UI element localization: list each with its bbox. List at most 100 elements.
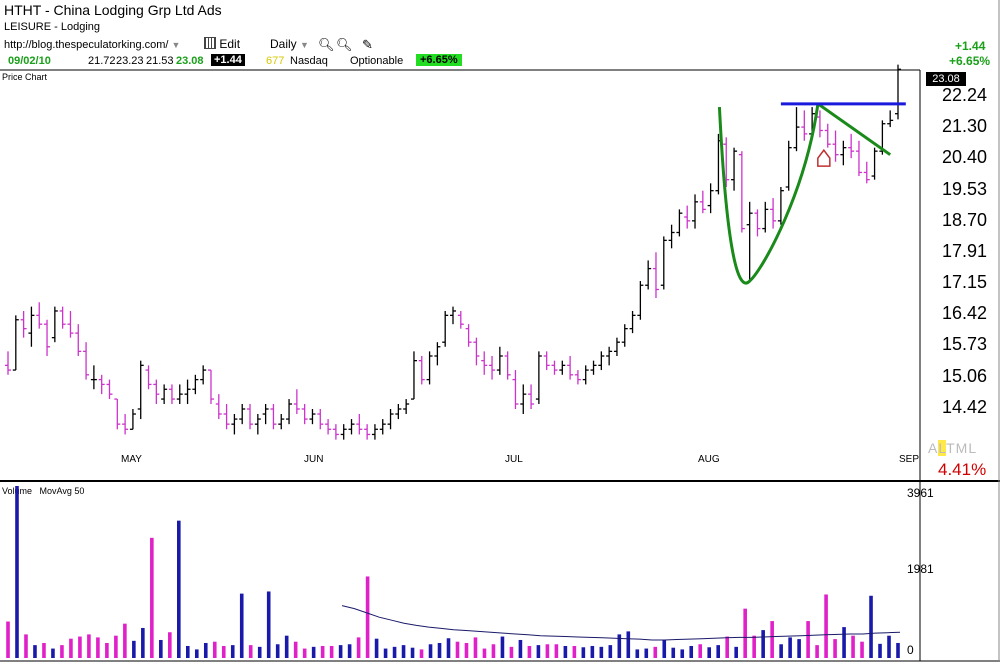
volume-bar bbox=[410, 647, 415, 658]
price-bar bbox=[535, 351, 542, 405]
price-bar bbox=[379, 419, 386, 435]
volume-bar bbox=[680, 649, 685, 658]
volume-bar bbox=[194, 649, 199, 658]
quote-change: +1.44 bbox=[211, 54, 245, 66]
price-bar bbox=[254, 414, 261, 435]
price-tick-label: 14.42 bbox=[942, 397, 988, 417]
price-bar bbox=[247, 404, 254, 430]
volume-bar bbox=[87, 634, 91, 658]
price-bar bbox=[551, 360, 558, 375]
right-change: +1.44 bbox=[955, 39, 986, 53]
volume-bar bbox=[356, 637, 361, 658]
volume-bar bbox=[707, 647, 712, 658]
volume-bar bbox=[437, 642, 442, 658]
price-bar bbox=[90, 365, 97, 390]
volume-bar bbox=[329, 645, 334, 658]
volume-bar bbox=[69, 638, 73, 658]
movavg-legend-item: MovAvg 50 bbox=[39, 486, 85, 496]
volume-bar bbox=[824, 594, 828, 658]
price-bar bbox=[67, 310, 74, 338]
zoom-out-icon: 🔍︎ bbox=[336, 37, 353, 52]
period-select[interactable]: Daily ▼ bbox=[270, 37, 309, 51]
price-bar bbox=[36, 302, 43, 329]
volume-bar bbox=[608, 645, 613, 658]
blog-url-text[interactable]: http://blog.thespeculatorking.com/ bbox=[4, 39, 169, 51]
volume-bar bbox=[815, 645, 819, 658]
price-bar bbox=[262, 404, 269, 425]
quote-low: 21.53 bbox=[146, 55, 174, 67]
volume-bar bbox=[320, 645, 325, 658]
volume-bar bbox=[545, 644, 550, 658]
price-bar bbox=[301, 404, 308, 425]
price-bar bbox=[489, 355, 496, 380]
volume-bar bbox=[293, 641, 298, 658]
draw-tool-button[interactable]: ✎ bbox=[362, 37, 373, 53]
volume-bar bbox=[617, 634, 622, 658]
date-tick-label: MAY bbox=[121, 454, 142, 465]
price-bar bbox=[512, 370, 519, 409]
volume-bar bbox=[141, 627, 145, 658]
volume-bar bbox=[734, 646, 738, 658]
price-bar bbox=[83, 342, 90, 380]
price-bar bbox=[364, 424, 371, 440]
date-tick-label: SEP bbox=[899, 454, 920, 465]
url-dropdown-icon[interactable]: ▼ bbox=[171, 40, 181, 50]
quote-exchange: Nasdaq bbox=[290, 55, 328, 67]
zoom-out-button[interactable]: 🔍︎ bbox=[336, 37, 353, 53]
quote-change-pct: +6.65% bbox=[416, 54, 462, 66]
price-bar bbox=[270, 404, 277, 430]
volume-bar bbox=[770, 621, 774, 658]
quote-date: 09/02/10 bbox=[8, 55, 51, 67]
price-bar bbox=[192, 374, 199, 395]
volume-bar bbox=[563, 645, 568, 658]
volume-bar bbox=[24, 634, 28, 658]
volume-bar bbox=[302, 648, 307, 658]
pencil-icon: ✎ bbox=[362, 37, 373, 52]
price-bar bbox=[746, 201, 753, 282]
price-bar bbox=[465, 324, 472, 347]
volume-bar bbox=[419, 649, 424, 658]
volume-bar bbox=[401, 645, 406, 658]
volume-bar bbox=[500, 636, 505, 658]
volume-bar bbox=[887, 635, 891, 658]
price-bar bbox=[239, 404, 246, 425]
volume-bar bbox=[114, 635, 118, 658]
volume-bar bbox=[51, 648, 55, 658]
volume-bar bbox=[590, 645, 595, 658]
volume-bar bbox=[383, 648, 388, 658]
price-bar bbox=[200, 365, 207, 385]
price-bar bbox=[637, 281, 644, 320]
price-bar bbox=[293, 389, 300, 415]
zoom-in-button[interactable]: 🔍︎ bbox=[318, 37, 335, 53]
price-bar bbox=[559, 360, 566, 375]
price-tick-label: 19.53 bbox=[942, 178, 988, 199]
volume-bar bbox=[878, 643, 882, 658]
price-bar bbox=[731, 147, 738, 191]
altml-m: M bbox=[955, 440, 969, 456]
volume-bar bbox=[554, 644, 559, 658]
price-bar bbox=[598, 351, 605, 371]
price-bar bbox=[606, 346, 613, 366]
price-bar bbox=[75, 324, 82, 356]
price-bar bbox=[707, 183, 714, 214]
price-bar bbox=[473, 337, 480, 366]
volume-bar bbox=[518, 639, 523, 658]
price-tick-label: 18.70 bbox=[942, 209, 988, 230]
price-bar bbox=[613, 337, 620, 356]
blog-url[interactable]: http://blog.thespeculatorking.com/ ▼ bbox=[4, 39, 180, 51]
volume-bar bbox=[689, 645, 694, 658]
volume-bar bbox=[230, 645, 235, 658]
edit-button[interactable]: Edit bbox=[204, 37, 240, 51]
price-bar bbox=[309, 408, 316, 425]
price-bar bbox=[317, 408, 324, 430]
volume-bar bbox=[42, 642, 46, 658]
price-bar bbox=[762, 201, 769, 233]
price-bar bbox=[215, 394, 222, 420]
price-bar bbox=[621, 324, 628, 347]
relative-strength-pct: 4.41% bbox=[938, 460, 987, 479]
volume-bar bbox=[698, 644, 703, 658]
price-tick-label: 16.42 bbox=[942, 303, 988, 324]
volume-bar bbox=[168, 632, 172, 658]
price-bar bbox=[153, 379, 160, 405]
